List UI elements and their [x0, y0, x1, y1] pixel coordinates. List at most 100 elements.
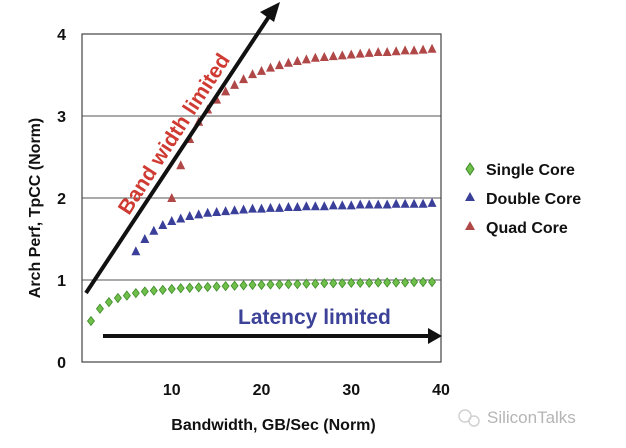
data-point-single-core-37 [419, 276, 428, 288]
data-point-double-core-22 [328, 200, 338, 210]
y-tick-label-1: 1 [57, 273, 66, 290]
data-point-quad-core-23 [373, 47, 383, 57]
data-point-quad-core-6 [221, 86, 231, 96]
data-point-single-core-35 [401, 277, 410, 288]
legend-label-double-core: Double Core [486, 191, 581, 208]
data-point-single-core-7 [149, 285, 158, 296]
data-point-quad-core-18 [328, 51, 338, 61]
legend-marker-double-core [465, 192, 475, 201]
data-point-double-core-33 [427, 197, 437, 207]
data-point-double-core-11 [230, 205, 240, 215]
data-point-single-core-15 [221, 280, 230, 292]
legend-label-single-core: Single Core [486, 162, 575, 179]
data-point-double-core-6 [185, 211, 195, 221]
data-point-double-core-16 [274, 202, 284, 212]
data-point-single-core-18 [248, 279, 257, 291]
data-point-quad-core-25 [391, 46, 401, 56]
data-point-double-core-13 [248, 203, 258, 213]
data-point-single-core-26 [320, 278, 329, 289]
data-point-single-core-27 [329, 278, 338, 289]
data-point-quad-core-12 [274, 60, 284, 70]
data-point-single-core-34 [392, 277, 401, 288]
legend-marker-single-core [465, 162, 475, 176]
data-point-single-core-36 [410, 276, 419, 288]
data-point-single-core-29 [347, 277, 356, 289]
data-point-single-core-33 [383, 277, 392, 288]
data-point-quad-core-28 [418, 44, 428, 54]
watermark-logo-icon [458, 409, 480, 427]
data-point-double-core-32 [418, 198, 428, 208]
x-tick-label-40: 40 [432, 382, 450, 399]
data-point-single-core-9 [167, 283, 176, 295]
y-tick-label-3: 3 [57, 109, 66, 126]
y-axis-label: Arch Perf, TpCC (Norm) [27, 118, 44, 298]
data-point-single-core-24 [302, 278, 311, 289]
data-point-quad-core-24 [382, 47, 392, 57]
legend-item-single-core: Single Core [465, 162, 575, 179]
data-point-single-core-21 [275, 279, 284, 290]
data-point-single-core-19 [257, 279, 266, 291]
data-point-single-core-0 [86, 315, 95, 327]
data-point-double-core-28 [382, 199, 392, 209]
data-point-single-core-22 [284, 278, 293, 290]
data-point-quad-core-20 [346, 49, 356, 59]
bandwidth-limited-label: Band width limited [114, 50, 235, 219]
data-point-double-core-5 [176, 213, 186, 223]
plot-frame [81, 33, 442, 363]
data-point-single-core-1 [95, 303, 104, 314]
data-point-single-core-32 [374, 277, 383, 288]
x-axis-label: Bandwidth, GB/Sec (Norm) [171, 417, 375, 434]
data-point-quad-core-14 [292, 56, 302, 66]
data-point-double-core-23 [337, 200, 347, 210]
data-point-double-core-0 [131, 246, 141, 256]
data-point-single-core-14 [212, 281, 221, 292]
data-point-quad-core-19 [337, 50, 347, 60]
data-point-quad-core-9 [248, 69, 258, 79]
data-point-double-core-15 [265, 202, 275, 212]
data-point-single-core-13 [203, 281, 212, 293]
data-point-double-core-29 [391, 198, 401, 208]
data-point-quad-core-22 [364, 47, 374, 57]
data-point-quad-core-7 [230, 79, 240, 89]
data-point-single-core-4 [122, 290, 131, 301]
data-point-quad-core-13 [283, 57, 293, 67]
data-point-single-core-38 [428, 276, 437, 288]
data-point-single-core-12 [194, 282, 203, 293]
bandwidth-arrow [84, 13, 272, 295]
latency-limited-label: Latency limited [238, 306, 391, 329]
data-point-quad-core-11 [265, 62, 275, 72]
data-point-single-core-23 [293, 278, 302, 290]
data-point-single-core-16 [230, 280, 239, 291]
data-point-single-core-20 [266, 279, 275, 290]
data-point-single-core-10 [176, 283, 185, 294]
data-point-quad-core-27 [409, 45, 419, 55]
data-point-single-core-25 [311, 278, 320, 289]
data-point-double-core-14 [257, 203, 266, 213]
data-point-quad-core-29 [427, 43, 437, 53]
data-point-double-core-9 [212, 206, 222, 216]
data-point-single-core-8 [158, 284, 167, 295]
data-point-double-core-3 [158, 220, 168, 230]
data-point-single-core-2 [104, 296, 113, 308]
legend-item-double-core: Double Core [465, 191, 581, 208]
data-point-double-core-21 [319, 201, 329, 211]
legend-label-quad-core: Quad Core [486, 220, 568, 237]
data-point-double-core-20 [310, 201, 320, 211]
data-point-double-core-17 [283, 202, 293, 212]
y-tick-label-4: 4 [57, 27, 66, 44]
data-point-quad-core-0 [167, 193, 177, 202]
data-point-quad-core-1 [176, 160, 186, 170]
data-point-single-core-6 [140, 286, 149, 297]
data-point-double-core-2 [149, 225, 159, 235]
data-point-single-core-17 [239, 280, 248, 291]
data-point-single-core-11 [185, 282, 194, 293]
data-point-double-core-10 [221, 206, 231, 216]
data-point-double-core-4 [167, 215, 177, 225]
data-point-double-core-27 [373, 199, 383, 209]
data-point-single-core-3 [113, 292, 122, 304]
data-point-double-core-8 [203, 207, 213, 217]
legend-marker-quad-core [465, 221, 475, 230]
data-point-single-core-31 [365, 277, 374, 289]
x-tick-label-20: 20 [253, 382, 271, 399]
data-point-double-core-19 [301, 201, 311, 211]
